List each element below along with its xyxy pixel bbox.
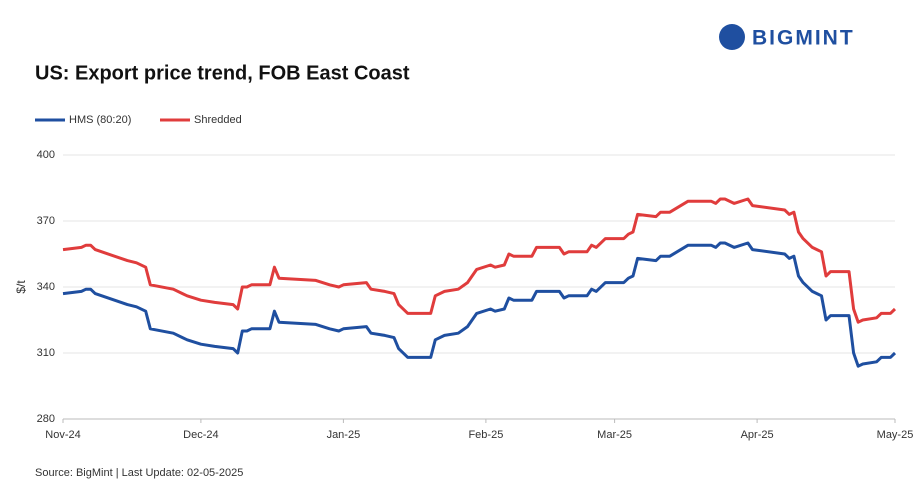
x-tick-label: Apr-25	[741, 429, 774, 441]
y-tick-label: 280	[37, 413, 55, 425]
y-tick-label: 340	[37, 281, 55, 293]
series-line	[62, 197, 897, 324]
source-note: Source: BigMint | Last Update: 02-05-202…	[35, 467, 243, 479]
series-line	[62, 241, 897, 368]
logo-text: BIGMINT	[752, 27, 855, 50]
x-tick-label: Feb-25	[468, 429, 503, 441]
y-tick-label: 310	[37, 347, 55, 359]
y-tick-label: 400	[37, 149, 55, 161]
logo-icon	[719, 24, 745, 50]
y-axis-label: $/t	[14, 280, 28, 294]
chart-title: US: Export price trend, FOB East Coast	[35, 62, 410, 84]
x-tick-label: Nov-24	[45, 429, 80, 441]
legend-label: HMS (80:20)	[69, 114, 131, 126]
legend-label: Shredded	[194, 114, 242, 126]
logo: BIGMINT	[719, 24, 855, 50]
x-tick-label: May-25	[877, 429, 914, 441]
x-tick-label: Dec-24	[183, 429, 218, 441]
y-tick-label: 370	[37, 215, 55, 227]
x-tick-label: Jan-25	[327, 429, 361, 441]
x-tick-label: Mar-25	[597, 429, 632, 441]
